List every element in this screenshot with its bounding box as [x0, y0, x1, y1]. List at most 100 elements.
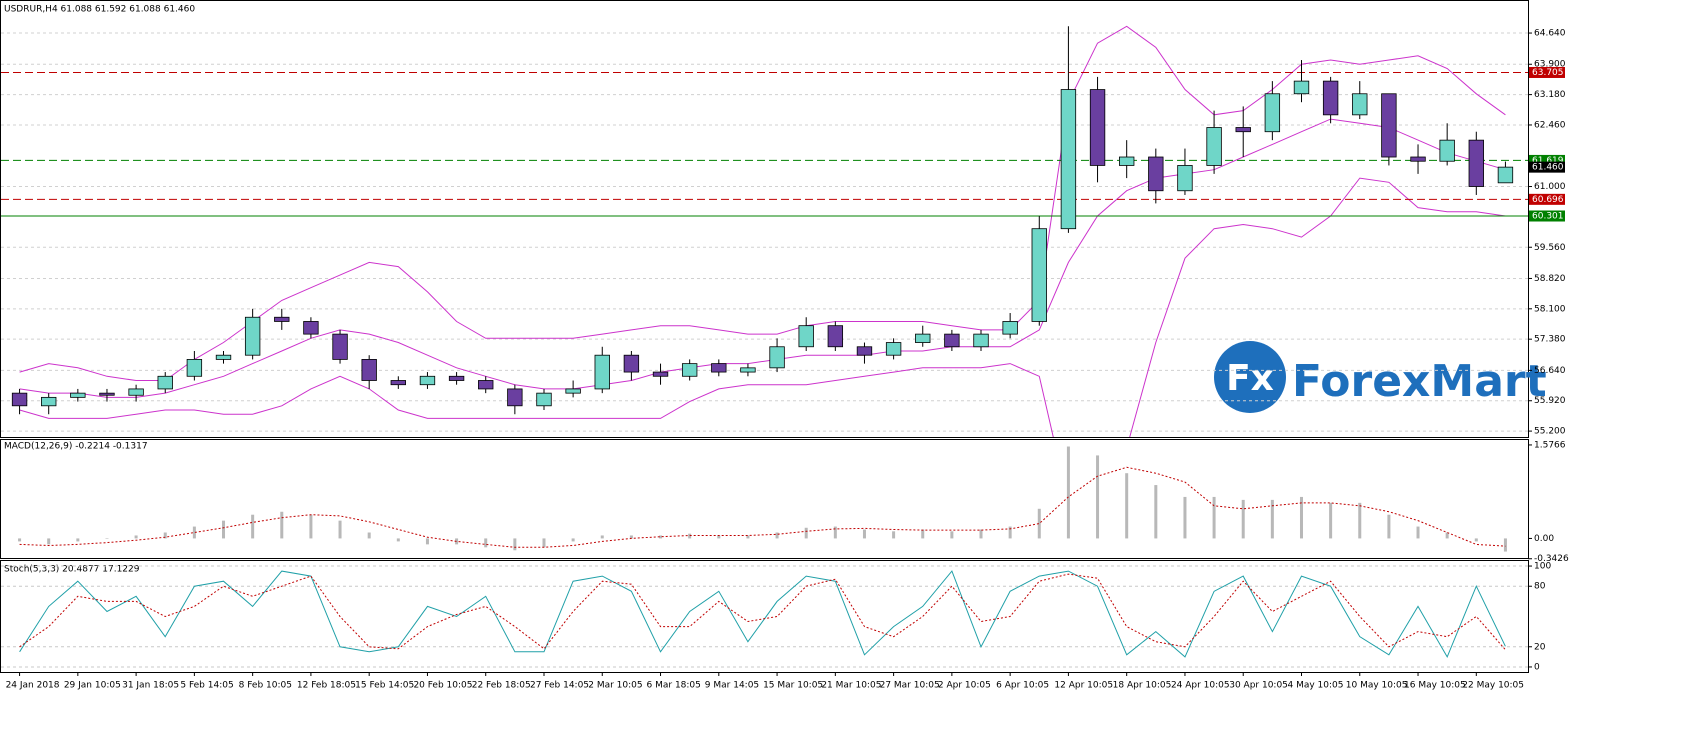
logo-text: ForexMart	[1292, 356, 1547, 407]
candle-body	[536, 392, 552, 407]
logo-circle	[1214, 341, 1286, 413]
y-tick-label: 64.640	[1534, 29, 1566, 39]
candle-body	[856, 346, 873, 356]
macd-bar	[1299, 496, 1303, 539]
level-label: 63.705	[1532, 68, 1564, 78]
candle-body	[215, 354, 232, 360]
watermark: Fx ForexMart	[1214, 341, 1547, 413]
y-tick-label: 63.900	[1534, 60, 1566, 70]
x-tick-label: 31 Jan 18:05	[122, 681, 179, 691]
stoch-panel	[0, 560, 1529, 673]
y-tick-label: 100	[1534, 562, 1551, 572]
macd-bar	[1270, 499, 1274, 539]
macd-bar	[950, 531, 954, 539]
candle-body	[41, 396, 57, 407]
macd-bar	[251, 514, 255, 539]
macd-bar	[717, 535, 721, 539]
x-tick-label: 22 Feb 18:05	[472, 681, 531, 691]
y-tick-label: 59.560	[1534, 243, 1566, 253]
candle-body	[798, 325, 814, 348]
x-tick-label: 10 May 10:05	[1346, 681, 1408, 691]
macd-bar	[1503, 538, 1507, 552]
middle-line	[19, 118, 1506, 398]
macd-bar	[1066, 446, 1070, 539]
level-tag	[1529, 66, 1565, 78]
candle-body	[99, 392, 115, 396]
x-tick-label: 30 Apr 10:05	[1229, 681, 1288, 691]
macd-bar	[309, 514, 313, 539]
candle-body	[565, 388, 581, 394]
y-tick-label: 62.460	[1534, 120, 1566, 130]
macd-bar	[76, 538, 80, 542]
candle-body	[1118, 156, 1135, 166]
candle-body	[827, 325, 844, 348]
x-tick-label: 24 Apr 10:05	[1171, 681, 1230, 691]
macd-bar	[105, 538, 109, 539]
x-tick-label: 9 Mar 14:05	[705, 681, 759, 691]
candle-body	[1381, 93, 1397, 158]
macd-bar	[1474, 538, 1478, 542]
candle-body	[244, 316, 261, 356]
candle-body	[915, 333, 931, 343]
macd-bar	[542, 538, 546, 548]
macd-bar	[1125, 473, 1129, 539]
macd-bar	[18, 538, 22, 542]
candle-body	[623, 354, 640, 373]
x-tick-label: 15 Feb 14:05	[355, 681, 414, 691]
candle-body	[1468, 139, 1484, 187]
macd-bar	[629, 535, 633, 539]
y-tick-label: 0.00	[1534, 534, 1554, 544]
x-tick-label: 16 May 10:05	[1404, 681, 1466, 691]
candle-body	[70, 392, 86, 398]
macd-bar	[367, 532, 371, 539]
y-tick-label: 56.640	[1534, 366, 1566, 376]
candle-body	[11, 392, 28, 407]
x-tick-label: 2 Mar 10:05	[588, 681, 642, 691]
macd-bar	[1358, 502, 1362, 539]
y-tick-label: 55.920	[1534, 396, 1566, 406]
candle-body	[390, 380, 407, 386]
macd-bar	[1212, 496, 1216, 539]
macd-bar	[1416, 526, 1420, 539]
candle-body	[1352, 93, 1368, 116]
candle-body	[419, 375, 436, 386]
macd-bar	[571, 538, 575, 542]
x-tick-label: 4 May 10:05	[1287, 681, 1343, 691]
macd-bar	[455, 538, 459, 545]
candle-body	[769, 346, 785, 369]
k-line	[19, 570, 1506, 659]
candle-body	[1206, 127, 1222, 166]
level-label: 60.696	[1532, 195, 1564, 205]
y-tick-label: 1.5766	[1534, 440, 1566, 450]
macd-bar	[600, 535, 604, 539]
candle-body	[652, 371, 669, 377]
macd-bar	[775, 532, 779, 539]
candle-body	[1293, 80, 1310, 95]
macd-bar	[1329, 502, 1333, 539]
candle-body	[361, 359, 377, 381]
level-tag	[1529, 193, 1565, 205]
candle-body	[1002, 321, 1018, 335]
candle-body	[478, 380, 494, 390]
y-tick-label: 80	[1534, 582, 1546, 592]
stoch-title: Stoch(5,3,3) 20.4877 17.1229	[4, 565, 140, 575]
macd-bar	[513, 538, 517, 551]
candle-body	[186, 359, 203, 377]
candle-body	[1177, 165, 1193, 192]
x-tick-label: 2 Apr 10:05	[938, 681, 991, 691]
x-tick-label: 27 Mar 10:05	[880, 681, 940, 691]
main-panel	[0, 0, 1529, 438]
macd-bar	[804, 527, 808, 539]
macd-bar	[862, 529, 866, 539]
lower-line	[19, 177, 1506, 437]
candle-body	[332, 333, 348, 360]
candle-body	[885, 342, 902, 356]
x-tick-label: 12 Feb 18:05	[297, 681, 356, 691]
candle-body	[507, 388, 523, 407]
y-tick-label: 58.100	[1534, 304, 1566, 314]
macd-bar	[688, 533, 692, 539]
level-tag	[1529, 154, 1565, 166]
d-line	[19, 573, 1506, 651]
x-tick-label: 27 Feb 14:05	[530, 681, 589, 691]
